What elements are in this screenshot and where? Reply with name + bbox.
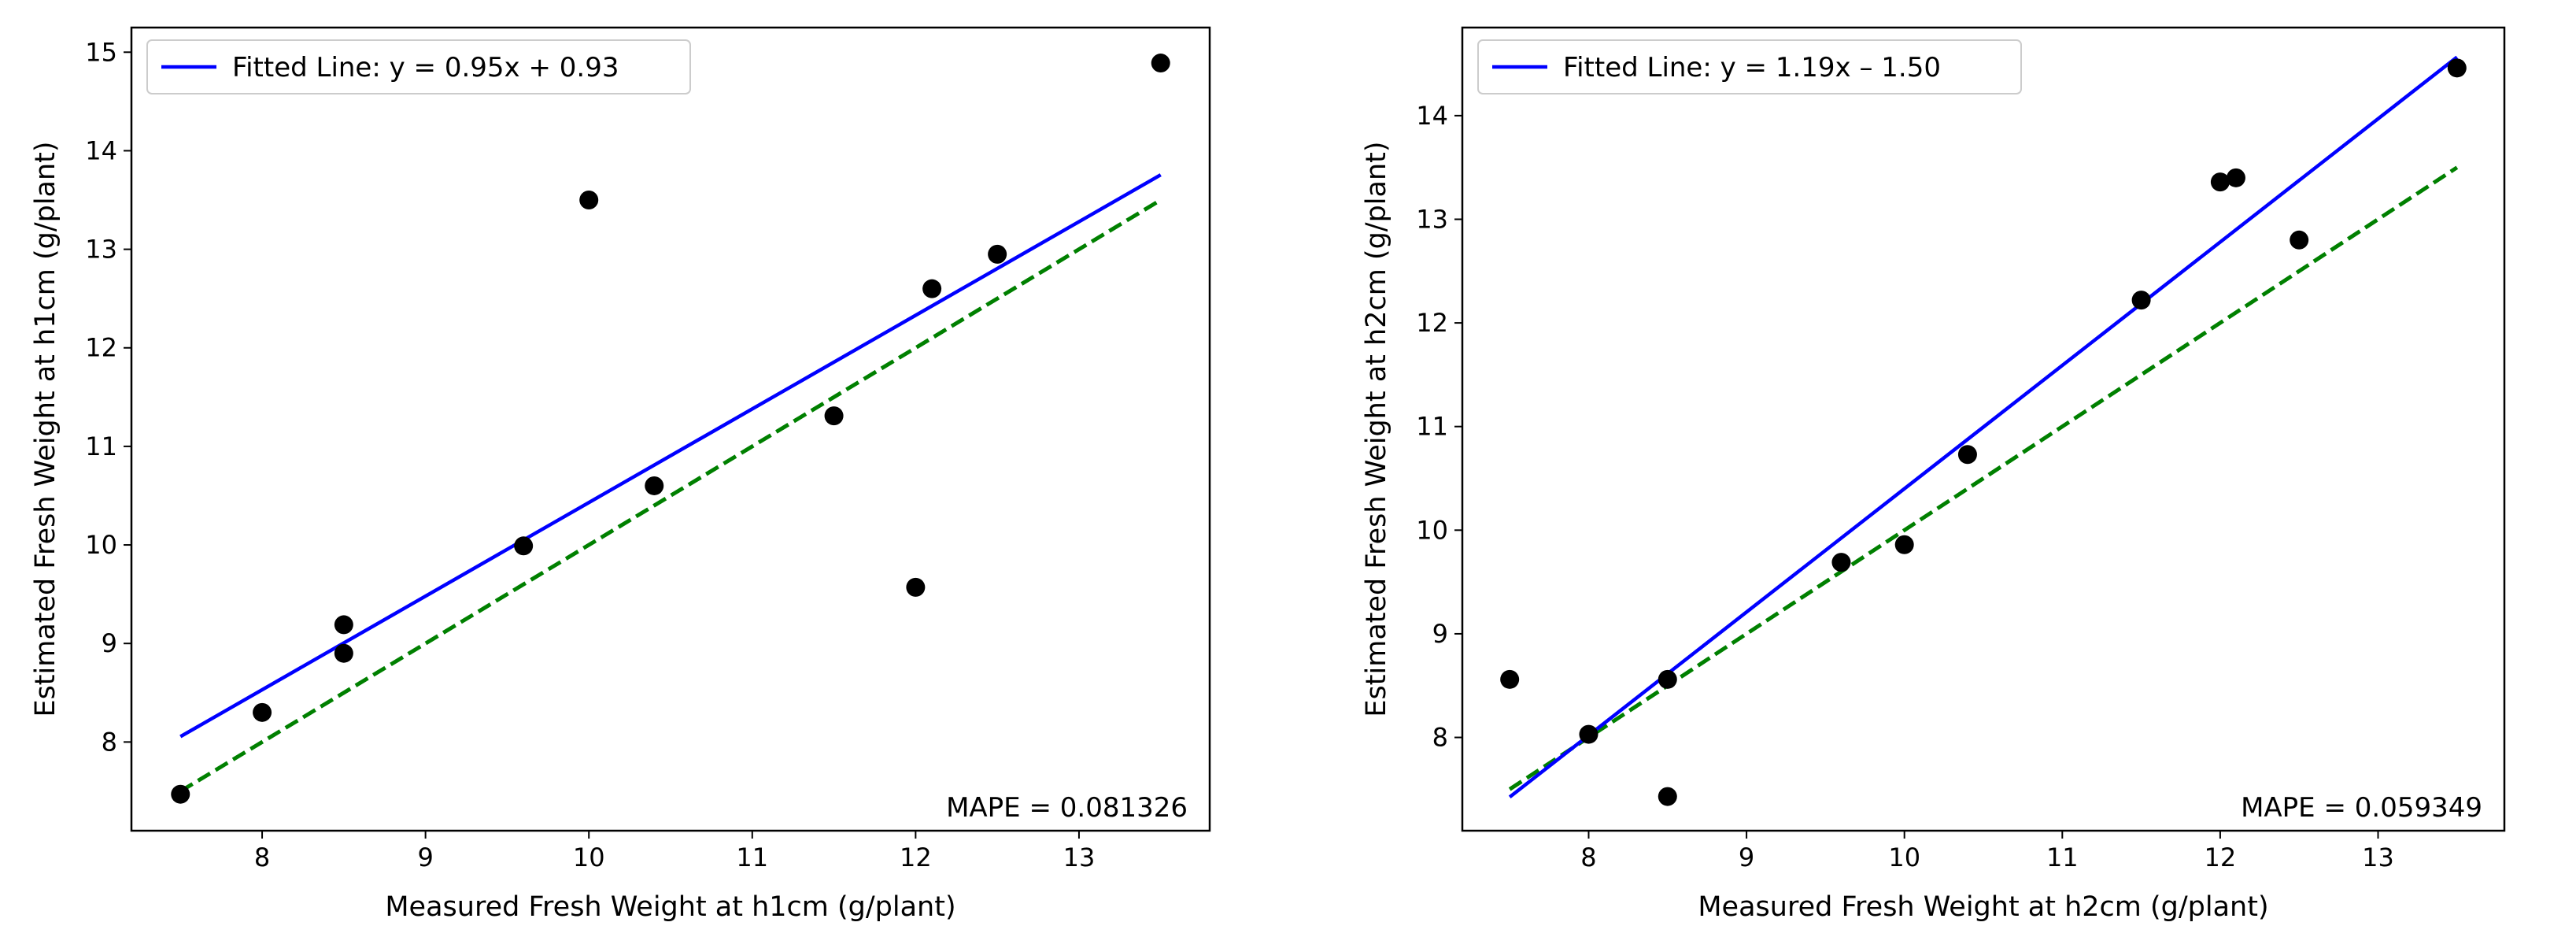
legend-box (146, 39, 691, 94)
y-tick-label: 13 (85, 235, 117, 265)
data-point (1894, 535, 1914, 554)
data-point (1151, 54, 1170, 73)
data-point (1579, 724, 1598, 744)
data-point (1831, 553, 1851, 572)
data-point (334, 615, 353, 635)
data-point (2210, 172, 2230, 192)
y-tick-label: 8 (102, 727, 117, 757)
y-tick-label: 8 (1432, 723, 1448, 753)
y-tick-label: 12 (1416, 308, 1448, 338)
legend: Fitted Line: y = 1.19x – 1.50 (1477, 39, 2022, 94)
data-point (2226, 168, 2245, 187)
y-tick-label: 11 (1416, 412, 1448, 442)
x-tick-label: 11 (736, 843, 768, 872)
chart-panel-2: 8 9 10 11 12 13 8 9 10 11 12 13 14 Measured Fresh Wei… (1361, 26, 2506, 923)
x-tick-label: 13 (1063, 843, 1096, 872)
x-tick-label: 10 (1888, 843, 1920, 872)
data-point (922, 279, 942, 298)
fitted-line (1508, 55, 2459, 798)
y-tick-label: 12 (85, 333, 117, 363)
y-tick-label: 11 (85, 431, 117, 461)
x-tick-label: 9 (417, 843, 433, 872)
legend-label: Fitted Line: y = 1.19x – 1.50 (1563, 52, 1941, 83)
data-point (906, 577, 926, 597)
y-tick-label: 14 (85, 135, 117, 165)
mape-annotation: MAPE = 0.059349 (2241, 792, 2482, 824)
data-point (1658, 787, 1677, 806)
data-point (1957, 445, 1977, 465)
plot-area (171, 54, 1170, 804)
x-axis-title: Measured Fresh Weight at h2cm (g/plant) (1698, 891, 2268, 923)
data-point (579, 191, 599, 210)
data-point (824, 406, 844, 426)
data-point (1658, 669, 1677, 689)
y-tick-label: 10 (85, 530, 117, 560)
data-point (334, 643, 353, 663)
data-point (2131, 291, 2151, 310)
legend-box (1477, 39, 2022, 94)
data-point (2290, 230, 2309, 250)
y-axis-title: Estimated Fresh Weight at h2cm (g/plant) (1361, 141, 1392, 717)
x-tick-label: 12 (900, 843, 932, 872)
y-axis-title: Estimated Fresh Weight at h1cm (g/plant) (30, 141, 61, 717)
legend: Fitted Line: y = 0.95x + 0.93 (146, 39, 691, 94)
y-tick-label: 13 (1416, 204, 1448, 234)
x-tick-label: 12 (2205, 843, 2237, 872)
x-tick-label: 11 (2046, 843, 2079, 872)
x-tick-label: 10 (573, 843, 605, 872)
y-tick-label: 10 (1416, 515, 1448, 545)
data-point (514, 536, 534, 556)
data-point (645, 476, 664, 495)
x-tick-label: 8 (1580, 843, 1596, 872)
plot-frame (1461, 26, 2506, 832)
data-point (253, 702, 272, 722)
mape-annotation: MAPE = 0.081326 (946, 792, 1188, 824)
data-point (2447, 58, 2467, 78)
x-tick-label: 8 (254, 843, 270, 872)
x-axis-title: Measured Fresh Weight at h1cm (g/plant) (385, 891, 955, 923)
y-tick-label: 15 (85, 37, 117, 67)
x-tick-label: 9 (1739, 843, 1754, 872)
data-point (171, 784, 190, 804)
data-point (988, 244, 1007, 264)
plot-area (1500, 55, 2467, 806)
legend-label: Fitted Line: y = 0.95x + 0.93 (232, 52, 619, 83)
fitted-line (179, 173, 1162, 739)
y-tick-label: 9 (102, 628, 117, 658)
data-point (1500, 669, 1520, 689)
plot-frame (130, 26, 1211, 832)
y-tick-label: 9 (1432, 619, 1448, 649)
x-tick-label: 13 (2362, 843, 2394, 872)
identity-line (179, 198, 1162, 794)
chart-panel-1: 8 9 10 11 12 13 8 9 10 11 12 13 14 15 Measured Fresh W… (30, 26, 1211, 923)
y-tick-label: 14 (1416, 101, 1448, 131)
identity-line (1508, 165, 2459, 791)
